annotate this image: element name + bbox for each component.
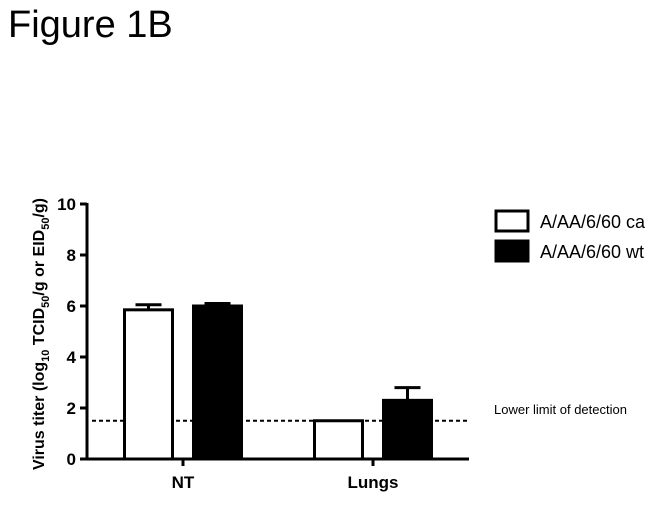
detection-limit-label: Lower limit of detection [494, 402, 627, 417]
bar-lungs-wt [382, 398, 433, 461]
y-tick-label: 6 [67, 297, 76, 316]
y-tick-label: 8 [67, 246, 76, 265]
y-tick-label: 2 [67, 399, 76, 418]
y-axis-label-segment: /g) [31, 198, 48, 218]
y-axis-label-subscript: 10 [40, 350, 52, 362]
y-axis-label-subscript: 50 [40, 218, 52, 230]
y-tick-label: 4 [67, 348, 77, 367]
y-tick-label: 0 [67, 450, 76, 469]
legend-label-wt: A/AA/6/60 wt [540, 242, 644, 262]
y-tick-label: 10 [57, 195, 76, 214]
legend-swatch-wt [494, 239, 530, 263]
bar-nt-ca [123, 308, 174, 461]
y-axis-label-segment: /g or EID [31, 230, 48, 296]
x-tick-label: NT [172, 473, 195, 492]
x-tick-label: Lungs [348, 473, 399, 492]
y-axis-label-segment: TCID [31, 308, 48, 350]
reference-line-group: Lower limit of detection [92, 402, 627, 422]
bar-nt-wt [192, 304, 243, 461]
y-axis-label: Virus titer (log10 TCID50/g or EID50/g) [31, 198, 52, 470]
y-axis: 0 2 4 6 8 10 [57, 195, 89, 469]
legend: A/AA/6/60 ca A/AA/6/60 wt [494, 209, 646, 263]
bars-group [123, 301, 433, 461]
bar-lungs-ca [313, 419, 364, 461]
legend-swatch-ca [494, 209, 530, 233]
y-axis-label-subscript: 50 [40, 296, 52, 308]
x-axis: NT Lungs [85, 457, 469, 492]
figure-title: Figure 1B [8, 4, 173, 46]
y-axis-label-segment: Virus titer (log [31, 362, 48, 470]
y-axis-label-group: Virus titer (log10 TCID50/g or EID50/g) [31, 198, 52, 470]
legend-label-ca: A/AA/6/60 ca [540, 212, 646, 232]
